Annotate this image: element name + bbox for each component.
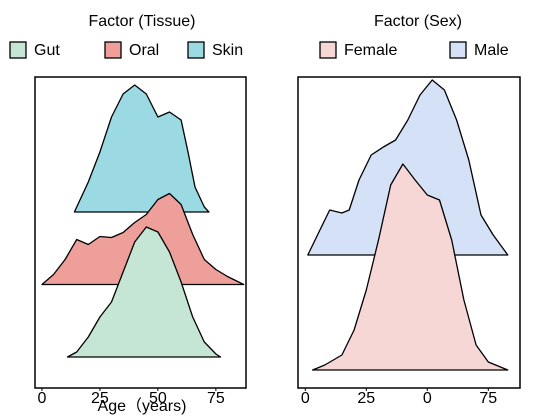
legend-label: Female xyxy=(344,42,397,59)
legend-label: Gut xyxy=(34,42,60,59)
x-axis-title: Age（years) xyxy=(98,397,187,415)
density-ridge xyxy=(66,226,222,358)
x-tick-label: 0 xyxy=(38,390,47,407)
plot-frame xyxy=(34,76,247,389)
legend-label: Skin xyxy=(212,42,243,59)
x-tick-label: 75 xyxy=(479,390,497,407)
x-tick-label: 0 xyxy=(301,390,310,407)
legend-swatch xyxy=(319,41,337,59)
legend-label: Oral xyxy=(129,42,159,59)
density-ridge xyxy=(307,79,509,256)
legend-title: Factor (Sex) xyxy=(374,13,462,30)
plot-frame xyxy=(297,76,521,389)
legend-title: Factor (Tissue) xyxy=(89,13,196,30)
legend-label: Male xyxy=(474,42,509,59)
legend-swatch xyxy=(9,41,27,59)
x-tick-label: 75 xyxy=(207,390,225,407)
x-tick-label: 25 xyxy=(357,390,375,407)
density-ridge xyxy=(73,84,210,213)
x-tick-label: 25 xyxy=(91,390,109,407)
density-ridge xyxy=(311,163,509,371)
x-tick-label: 50 xyxy=(149,390,167,407)
legend-swatch xyxy=(187,41,205,59)
legend-swatch xyxy=(104,41,122,59)
x-tick-label: 0 xyxy=(423,390,432,407)
legend-swatch xyxy=(449,41,467,59)
